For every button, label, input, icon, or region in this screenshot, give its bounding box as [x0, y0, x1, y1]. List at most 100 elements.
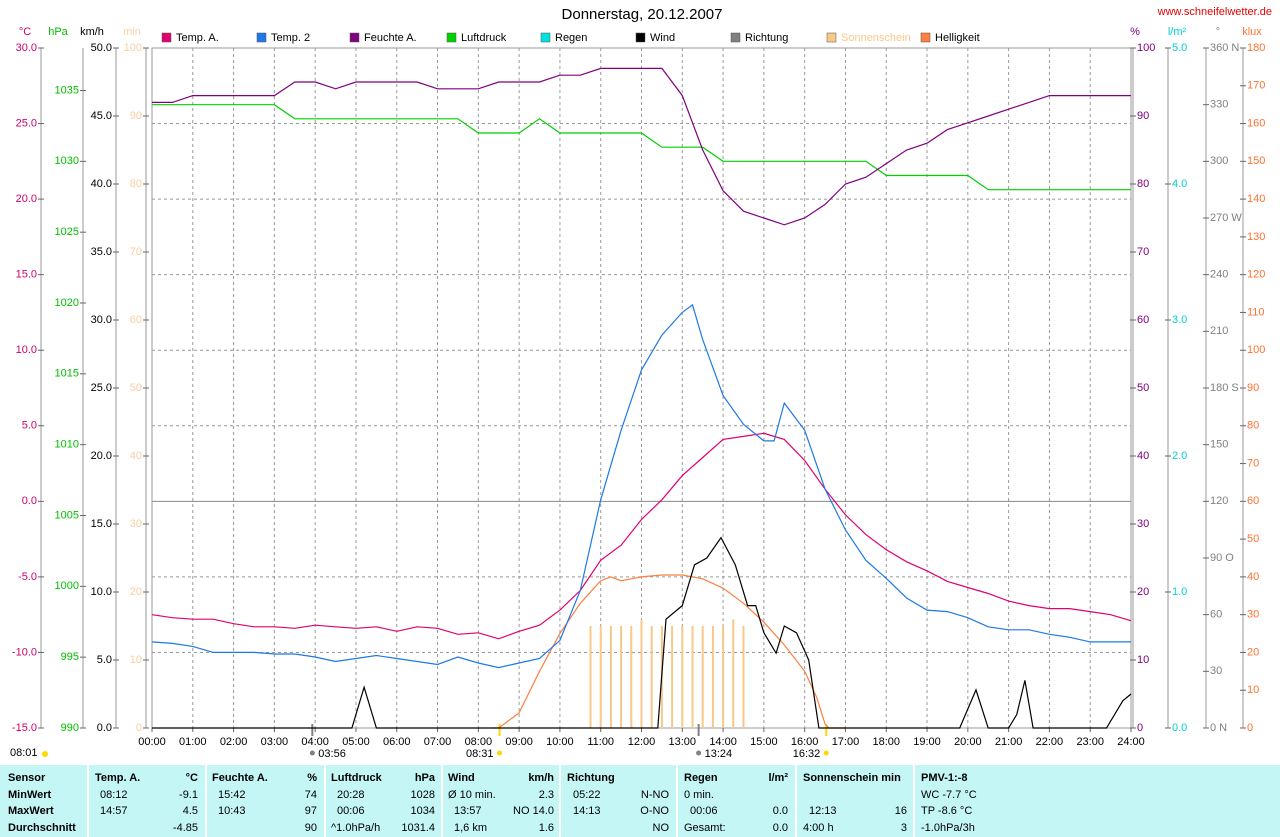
table-cell: Sonnenschein min — [803, 772, 901, 784]
y-tick-label: 10.0 — [16, 344, 37, 356]
y-tick-label: 100 — [1247, 344, 1265, 356]
y-tick-label: 0 — [136, 722, 142, 734]
sunshine-bar — [722, 626, 725, 728]
x-tick-label: 14:00 — [709, 736, 737, 748]
y-tick-label: 20 — [1137, 586, 1149, 598]
table-cell: 08:12 — [100, 789, 128, 801]
x-tick-label: 08:00 — [465, 736, 493, 748]
table-cell: -4.85 — [173, 822, 198, 834]
event-icon — [696, 750, 702, 756]
sunshine-bar — [742, 626, 745, 728]
table-cell: MinWert — [8, 789, 52, 801]
sunshine-bar — [732, 619, 735, 728]
table-cell: 14:13 — [573, 805, 601, 817]
y-tick-label: 210 — [1210, 325, 1228, 337]
y-tick-label: 10.0 — [91, 586, 112, 598]
y-tick-label: 3.0 — [1172, 314, 1187, 326]
table-cell: 4:00 h — [803, 822, 834, 834]
table-cell: Ø 10 min. — [448, 789, 496, 801]
sunshine-bar — [630, 626, 633, 728]
y-tick-label: 60 — [1210, 609, 1222, 621]
table-cell: 4.5 — [183, 805, 198, 817]
legend-label: Feuchte A. — [364, 32, 417, 44]
x-tick-label: 01:00 — [179, 736, 207, 748]
table-cell: 00:06 — [337, 805, 365, 817]
x-tick-label: 15:00 — [750, 736, 778, 748]
event-icon — [497, 750, 503, 756]
x-tick-label: 21:00 — [995, 736, 1023, 748]
sunshine-bar — [589, 626, 592, 728]
table-cell: N-NO — [641, 789, 670, 801]
x-tick-label: 16:00 — [791, 736, 819, 748]
axis-unit: hPa — [48, 26, 68, 38]
legend-label: Helligkeit — [935, 32, 980, 44]
table-cell: 0 min. — [684, 789, 714, 801]
y-tick-label: 10 — [130, 654, 142, 666]
y-tick-label: 120 — [1247, 269, 1265, 281]
table-cell: Sensor — [8, 772, 46, 784]
x-tick-label: 20:00 — [954, 736, 982, 748]
legend-label: Temp. 2 — [271, 32, 310, 44]
y-tick-label: 0 — [1247, 722, 1253, 734]
table-cell: l/m² — [768, 772, 788, 784]
y-tick-label: 50 — [1137, 382, 1149, 394]
table-cell: Gesamt: — [684, 822, 726, 834]
y-tick-label: 60 — [1247, 495, 1259, 507]
table-cell: 74 — [305, 789, 317, 801]
table-cell: NO 14.0 — [513, 805, 554, 817]
table-cell: MaxWert — [8, 805, 54, 817]
y-tick-label: 90 — [1247, 382, 1259, 394]
y-tick-label: 45.0 — [91, 110, 112, 122]
table-cell: -9.1 — [179, 789, 198, 801]
y-tick-label: 150 — [1210, 439, 1228, 451]
sunshine-bar — [691, 626, 694, 728]
table-cell: °C — [186, 772, 198, 784]
event-icon — [309, 750, 315, 756]
x-tick-label: 22:00 — [1036, 736, 1064, 748]
axis-unit: km/h — [80, 26, 104, 38]
y-tick-label: 100 — [124, 42, 142, 54]
y-tick-label: 1015 — [55, 368, 79, 380]
y-tick-label: 70 — [1137, 246, 1149, 258]
sunshine-bar — [671, 626, 674, 728]
table-cell: 0.0 — [773, 805, 788, 817]
x-tick-label: 12:00 — [628, 736, 656, 748]
table-cell: km/h — [528, 772, 554, 784]
sunshine-bar — [609, 626, 612, 728]
footnote: 08:01 — [10, 747, 38, 759]
y-tick-label: 20 — [1247, 646, 1259, 658]
sunshine-bar — [711, 626, 714, 728]
y-tick-label: 80 — [1247, 420, 1259, 432]
y-tick-label: 360 N — [1210, 42, 1239, 54]
y-tick-label: 40 — [1137, 450, 1149, 462]
y-tick-label: 15.0 — [91, 518, 112, 530]
series-line — [490, 574, 846, 729]
y-tick-label: 0.0 — [1172, 722, 1187, 734]
y-tick-label: 5.0 — [22, 420, 37, 432]
legend-label: Wind — [650, 32, 675, 44]
y-tick-label: 160 — [1247, 117, 1265, 129]
y-tick-label: 130 — [1247, 231, 1265, 243]
table-cell: PMV-1:-8 — [921, 772, 967, 784]
table-cell: Luftdruck — [331, 772, 383, 784]
x-tick-label: 04:00 — [301, 736, 329, 748]
y-tick-label: 1030 — [55, 155, 79, 167]
y-tick-label: 170 — [1247, 80, 1265, 92]
y-tick-label: 20.0 — [91, 450, 112, 462]
y-tick-label: 80 — [130, 178, 142, 190]
table-cell: 16 — [895, 805, 907, 817]
table-cell: 0.0 — [773, 822, 788, 834]
table-cell: 1,6 km — [454, 822, 487, 834]
y-tick-label: 1000 — [55, 580, 79, 592]
table-cell: 15:42 — [218, 789, 246, 801]
y-tick-label: 70 — [1247, 457, 1259, 469]
y-tick-label: 2.0 — [1172, 450, 1187, 462]
y-tick-label: 30.0 — [91, 314, 112, 326]
series-line — [151, 432, 1132, 640]
table-cell: 1034 — [411, 805, 435, 817]
y-tick-label: 0.0 — [97, 722, 112, 734]
y-tick-label: 995 — [61, 651, 79, 663]
table-cell: ^1.0hPa/h — [331, 822, 380, 834]
x-tick-label: 11:00 — [587, 736, 614, 748]
